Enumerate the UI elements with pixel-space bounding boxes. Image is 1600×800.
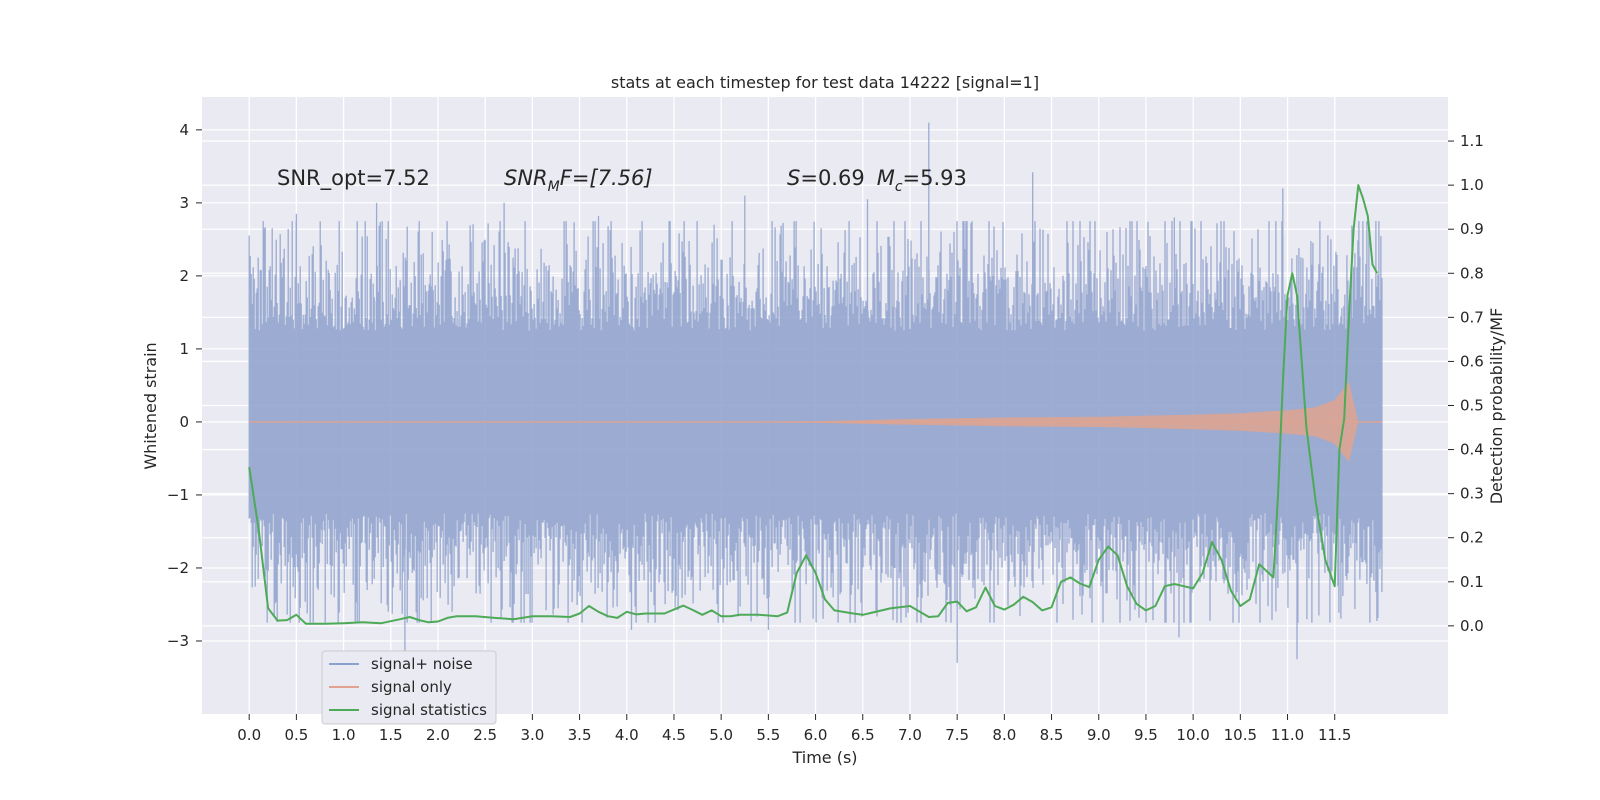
series-signal-statistics [248, 184, 1379, 625]
x-tick-label: 4.5 [662, 726, 686, 744]
y-tick-label: 2 [179, 267, 189, 285]
y-right-tick-label: 0.2 [1460, 529, 1484, 547]
x-tick-label: 3.5 [568, 726, 592, 744]
x-axis: 0.0 0.5 1.0 1.5 2.0 2.5 3.0 3.5 4.0 4.5 5.0 5.5 6.0 6… [237, 714, 1351, 744]
annotation-stat: S=0.69 Mc=5.93 [787, 166, 967, 195]
annotation-snr-mf: SNRMF=[7.56] [504, 166, 653, 195]
chart-title: stats at each timestep for test data 142… [611, 73, 1039, 92]
x-tick-label: 8.5 [1040, 726, 1064, 744]
y-right-tick-label: 0.6 [1460, 352, 1484, 370]
x-tick-label: 10.0 [1176, 726, 1209, 744]
y-tick-label: 1 [179, 340, 189, 358]
y-right-tick-label: 0.1 [1460, 573, 1484, 591]
y-tick-label: −2 [167, 559, 189, 577]
y-tick-label: −1 [167, 486, 189, 504]
y-axis-left: 4 3 2 1 0 −1 −2 −3 [167, 121, 202, 650]
y-right-tick-label: 0.9 [1460, 220, 1484, 238]
x-axis-label: Time (s) [791, 748, 857, 767]
y-right-tick-label: 0.4 [1460, 441, 1484, 459]
annotation-snr-opt: SNR_opt=7.52 [277, 166, 430, 191]
x-tick-label: 0.0 [237, 726, 261, 744]
x-tick-label: 6.0 [804, 726, 828, 744]
x-tick-label: 11.0 [1271, 726, 1304, 744]
x-tick-label: 9.5 [1134, 726, 1158, 744]
y-right-tick-label: 0.0 [1460, 617, 1484, 635]
x-tick-label: 9.0 [1087, 726, 1111, 744]
y-axis-right: 1.1 1.0 0.9 0.8 0.7 0.6 0.5 0.4 0.3 0.2 0.1 0.0 [1448, 132, 1484, 635]
y-tick-label: −3 [167, 632, 189, 650]
x-tick-label: 7.0 [898, 726, 922, 744]
x-tick-label: 2.0 [426, 726, 450, 744]
x-tick-label: 5.5 [756, 726, 780, 744]
y-axis-label: Whitened strain [141, 342, 160, 469]
y-right-tick-label: 0.8 [1460, 264, 1484, 282]
y-tick-label: 0 [179, 413, 189, 431]
x-tick-label: 2.5 [473, 726, 497, 744]
legend-label-signal-statistics: signal statistics [371, 701, 487, 719]
y-tick-label: 3 [179, 194, 189, 212]
x-tick-label: 3.0 [520, 726, 544, 744]
x-tick-label: 5.0 [709, 726, 733, 744]
x-tick-label: 1.0 [332, 726, 356, 744]
y-right-tick-label: 1.0 [1460, 176, 1484, 194]
x-tick-label: 7.5 [945, 726, 969, 744]
y-tick-label: 4 [179, 121, 189, 139]
legend-box [321, 650, 497, 725]
data-layer [248, 122, 1383, 663]
y-right-tick-label: 0.7 [1460, 308, 1484, 326]
legend: signal+ noise signal only signal statist… [321, 650, 497, 725]
x-tick-label: 8.0 [992, 726, 1016, 744]
x-tick-label: 10.5 [1224, 726, 1257, 744]
x-tick-label: 6.5 [851, 726, 875, 744]
y-right-tick-label: 1.1 [1460, 132, 1484, 150]
series-signal-noise [248, 122, 1383, 663]
y-right-tick-label: 0.5 [1460, 397, 1484, 415]
x-tick-label: 11.5 [1318, 726, 1351, 744]
y-axis-right-label: Detection probability/MF [1487, 308, 1506, 505]
x-tick-label: 1.5 [379, 726, 403, 744]
legend-label-signal-noise: signal+ noise [371, 655, 473, 673]
x-tick-label: 0.5 [284, 726, 308, 744]
x-tick-label: 4.0 [615, 726, 639, 744]
legend-label-signal-only: signal only [371, 678, 452, 696]
y-right-tick-label: 0.3 [1460, 485, 1484, 503]
